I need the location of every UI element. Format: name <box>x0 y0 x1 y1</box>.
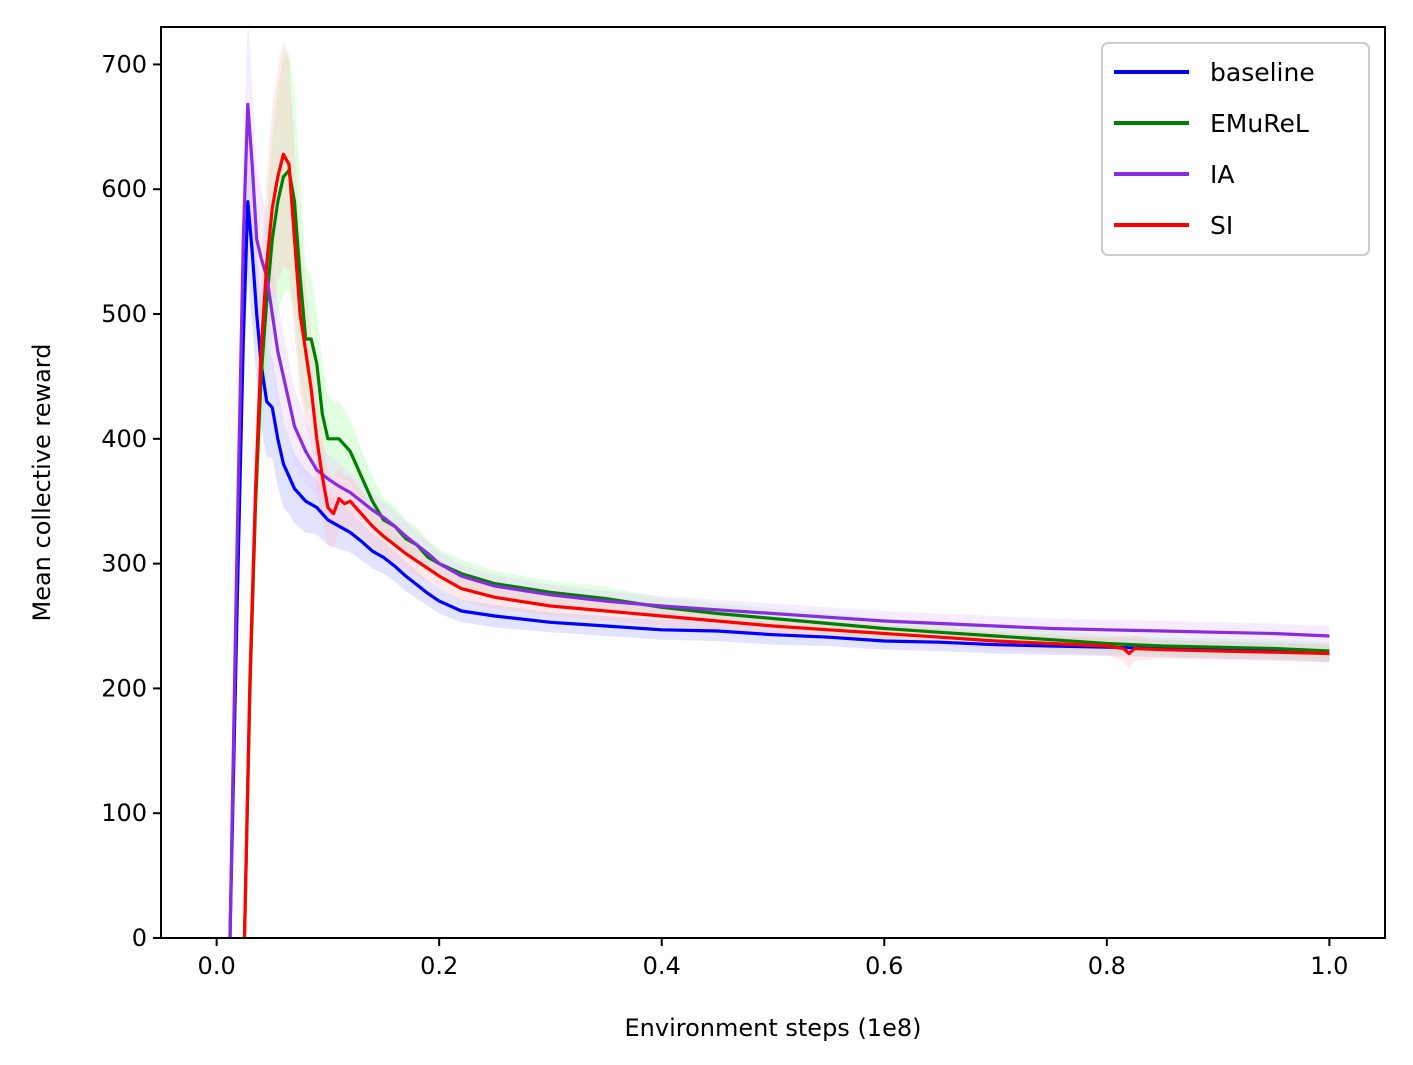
y-tick-label: 0 <box>132 924 147 952</box>
legend: baseline EMuReL IA SI <box>1101 42 1370 256</box>
legend-label: SI <box>1210 211 1233 240</box>
series-line-baseline <box>228 200 1330 938</box>
y-tick-label: 100 <box>101 799 147 827</box>
y-axis-label: Mean collective reward <box>28 344 56 622</box>
y-tick-label: 500 <box>101 300 147 328</box>
series-line-si <box>242 152 1330 938</box>
y-tick-label: 600 <box>101 175 147 203</box>
x-tick-label: 0.8 <box>1088 952 1126 980</box>
series-line-emurel <box>242 168 1330 938</box>
y-tick-label: 300 <box>101 550 147 578</box>
x-tick-label: 0.2 <box>420 952 458 980</box>
x-tick-label: 0.6 <box>865 952 903 980</box>
x-tick-label: 0.0 <box>198 952 236 980</box>
y-axis-ticks: 0 100 200 300 400 500 600 700 <box>101 50 161 952</box>
y-tick-label: 400 <box>101 425 147 453</box>
series-lines <box>228 102 1330 938</box>
y-tick-label: 700 <box>101 50 147 78</box>
x-axis-ticks: 0.0 0.2 0.4 0.6 0.8 1.0 <box>198 938 1348 980</box>
legend-label: baseline <box>1210 58 1315 87</box>
y-tick-label: 200 <box>101 674 147 702</box>
plot-frame <box>160 26 1386 939</box>
x-tick-label: 1.0 <box>1310 952 1348 980</box>
x-axis-label: Environment steps (1e8) <box>625 1014 922 1042</box>
legend-label: IA <box>1210 160 1234 189</box>
legend-box <box>1101 42 1370 256</box>
legend-label: EMuReL <box>1210 109 1309 138</box>
x-tick-label: 0.4 <box>643 952 681 980</box>
